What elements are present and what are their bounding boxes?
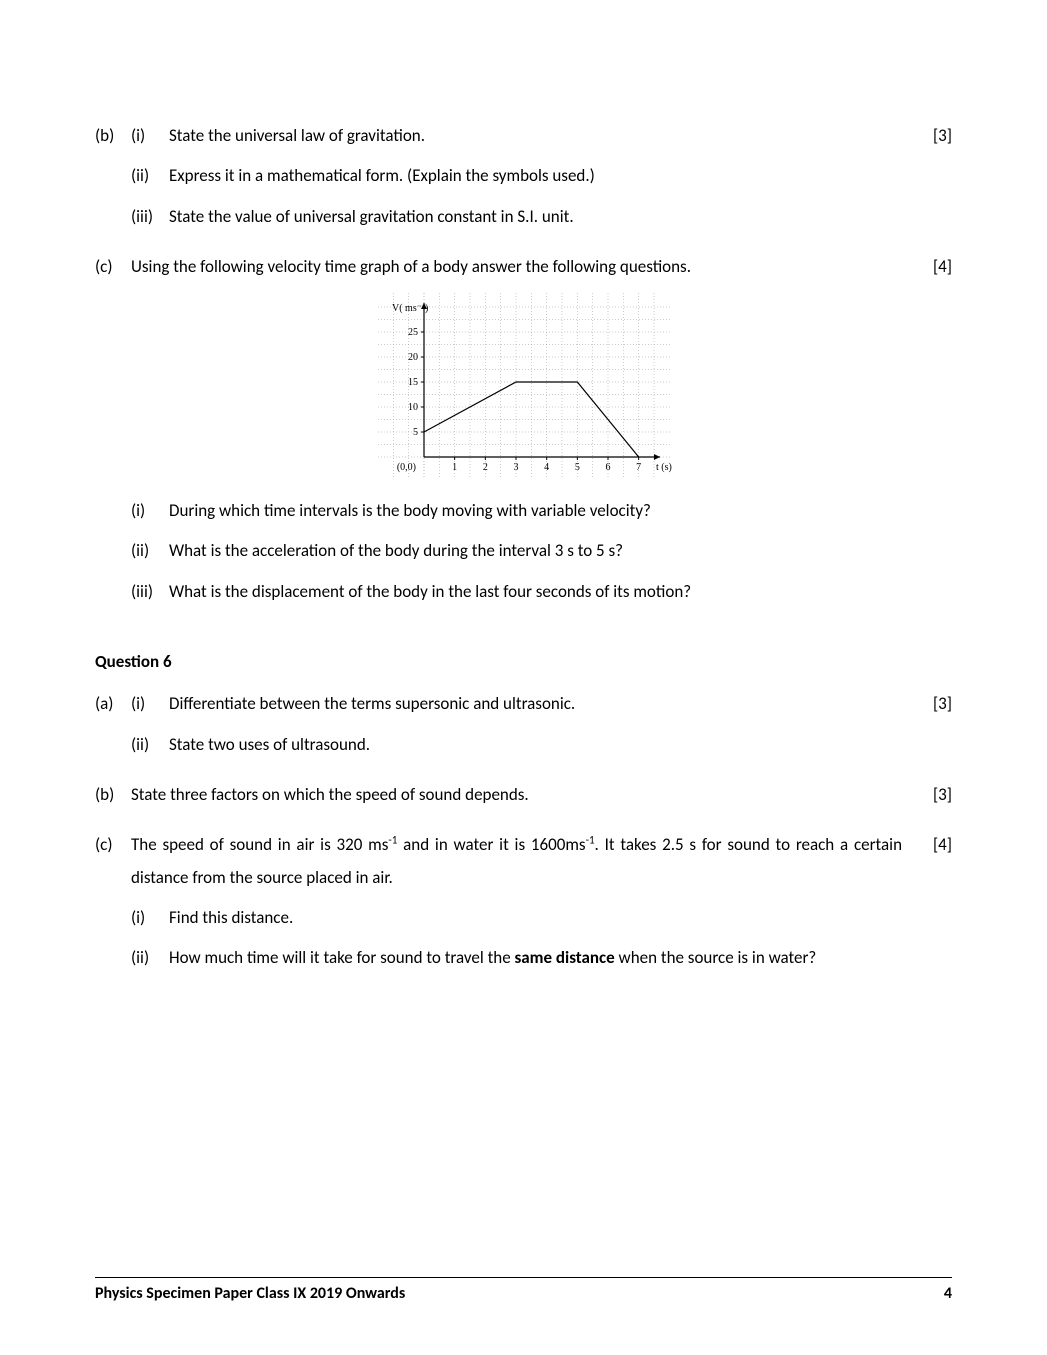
footer-title: Physics Specimen Paper Class IX 2019 Onw…: [95, 1284, 405, 1303]
svg-text:25: 25: [408, 327, 418, 338]
part-c-intro: (c) Using the following velocity time gr…: [95, 251, 952, 283]
sub-label: (iii): [131, 201, 169, 233]
sub-label: (ii): [131, 729, 169, 761]
svg-text:2: 2: [482, 462, 487, 473]
question-text: State three factors on which the speed o…: [131, 779, 912, 811]
sub-label: (i): [131, 495, 169, 527]
page-number: 4: [944, 1284, 952, 1303]
question-text: How much time will it take for sound to …: [169, 942, 912, 974]
svg-text:5: 5: [574, 462, 579, 473]
svg-text:6: 6: [605, 462, 610, 473]
text-segment: when the source is in water?: [615, 947, 817, 968]
part-label-b: (b): [95, 120, 131, 152]
superscript: -1: [586, 834, 595, 847]
question-text: Express it in a mathematical form. (Expl…: [169, 160, 912, 192]
bold-text: same distance: [515, 947, 615, 968]
part-c-row-iii: (iii) What is the displacement of the bo…: [95, 576, 952, 608]
question-text: What is the acceleration of the body dur…: [169, 535, 912, 567]
text-segment: How much time will it take for sound to …: [169, 947, 515, 968]
sub-label: (ii): [131, 535, 169, 567]
superscript: -1: [388, 834, 397, 847]
sub-label: (ii): [131, 160, 169, 192]
question-text: During which time intervals is the body …: [169, 495, 912, 527]
part-c-row-ii: (ii) What is the acceleration of the bod…: [95, 535, 952, 567]
svg-text:3: 3: [513, 462, 518, 473]
marks-badge: [3]: [912, 688, 952, 720]
question-text: State the value of universal gravitation…: [169, 201, 912, 233]
question-text: Differentiate between the terms superson…: [169, 688, 912, 720]
svg-text:(0,0): (0,0): [396, 462, 415, 473]
svg-text:7: 7: [636, 462, 641, 473]
text-segment: and in water it is 1600ms: [397, 834, 585, 855]
q6-a-row-i: (a) (i) Differentiate between the terms …: [95, 688, 952, 720]
svg-text:1: 1: [452, 462, 457, 473]
part-label-c: (c): [95, 251, 131, 283]
sub-label: (i): [131, 120, 169, 152]
page-footer: Physics Specimen Paper Class IX 2019 Onw…: [95, 1277, 952, 1303]
sub-label: (i): [131, 688, 169, 720]
graph-svg: 5 10 15 20 25 1 2 3 4 5 6 7 (0,0) V( ms⁻¹) t (s): [374, 291, 674, 481]
q6-a-row-ii: (ii) State two uses of ultrasound.: [95, 729, 952, 761]
svg-text:V( ms⁻¹): V( ms⁻¹): [392, 303, 428, 314]
q6-c-intro: (c) The speed of sound in air is 320 ms-…: [95, 829, 952, 894]
part-b-row-i: (b) (i) State the universal law of gravi…: [95, 120, 952, 152]
marks-badge: [4]: [912, 829, 952, 894]
part-label-b: (b): [95, 779, 131, 811]
part-label-c: (c): [95, 829, 131, 894]
part-label-a: (a): [95, 688, 131, 720]
svg-text:20: 20: [408, 352, 418, 363]
velocity-time-graph: 5 10 15 20 25 1 2 3 4 5 6 7 (0,0) V( ms⁻¹) t (s): [95, 291, 952, 481]
svg-text:t (s): t (s): [656, 462, 672, 473]
q6-b-row: (b) State three factors on which the spe…: [95, 779, 952, 811]
marks-badge: [4]: [912, 251, 952, 283]
question-text: Find this distance.: [169, 902, 912, 934]
part-b-row-ii: (ii) Express it in a mathematical form. …: [95, 160, 952, 192]
text-segment: The speed of sound in air is 320 ms: [131, 834, 388, 855]
sub-label: (iii): [131, 576, 169, 608]
part-b-row-iii: (iii) State the value of universal gravi…: [95, 201, 952, 233]
question-text: The speed of sound in air is 320 ms-1 an…: [131, 829, 912, 894]
question-6-heading: Question 6: [95, 646, 952, 678]
question-text: State two uses of ultrasound.: [169, 729, 912, 761]
svg-text:4: 4: [544, 462, 549, 473]
sub-label: (ii): [131, 942, 169, 974]
marks-badge: [3]: [912, 779, 952, 811]
question-text: State the universal law of gravitation.: [169, 120, 912, 152]
svg-text:15: 15: [408, 377, 418, 388]
question-text: Using the following velocity time graph …: [131, 251, 912, 283]
svg-text:5: 5: [413, 427, 418, 438]
part-c-row-i: (i) During which time intervals is the b…: [95, 495, 952, 527]
q6-c-row-i: (i) Find this distance.: [95, 902, 952, 934]
question-text: What is the displacement of the body in …: [169, 576, 912, 608]
q6-c-row-ii: (ii) How much time will it take for soun…: [95, 942, 952, 974]
svg-text:10: 10: [408, 402, 418, 413]
marks-badge: [3]: [912, 120, 952, 152]
sub-label: (i): [131, 902, 169, 934]
document-content: (b) (i) State the universal law of gravi…: [95, 120, 952, 974]
